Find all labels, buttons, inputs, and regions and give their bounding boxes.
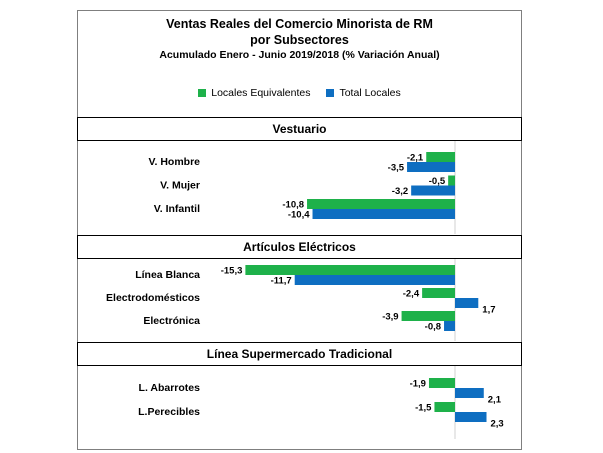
section-title: Línea Supermercado Tradicional xyxy=(207,347,392,361)
data-label: -2,1 xyxy=(407,153,424,164)
data-label: -3,9 xyxy=(382,312,398,323)
bar-locales-equivalentes xyxy=(434,402,455,412)
legend-item-total-locales: Total Locales xyxy=(326,87,401,99)
category-label: V. Hombre xyxy=(148,156,200,168)
bar-locales-equivalentes xyxy=(426,152,455,162)
legend-label: Total Locales xyxy=(339,87,401,99)
bar-total-locales xyxy=(455,388,484,398)
data-label: -3,2 xyxy=(392,186,408,197)
legend-swatch-green xyxy=(198,89,207,97)
data-label: -3,5 xyxy=(388,163,405,174)
category-label: L.Perecibles xyxy=(138,406,200,418)
bar-total-locales xyxy=(294,275,455,285)
section-header-box xyxy=(77,342,522,366)
chart-period: Acumulado Enero - Junio 2019/2018 (% Var… xyxy=(159,49,440,61)
category-label: V. Mujer xyxy=(160,180,200,192)
section-header-box xyxy=(77,117,522,141)
category-label: L. Abarrotes xyxy=(139,382,201,394)
bar-locales-equivalentes xyxy=(422,288,455,298)
legend-swatch-blue xyxy=(326,89,335,97)
bar-total-locales xyxy=(312,209,455,219)
data-label: -15,3 xyxy=(221,266,243,277)
data-label: -0,8 xyxy=(425,322,441,333)
bar-total-locales xyxy=(455,298,479,308)
bar-total-locales xyxy=(455,412,487,422)
section-title: Artículos Eléctricos xyxy=(243,240,356,254)
legend: Locales Equivalentes Total Locales xyxy=(77,87,522,99)
legend-label: Locales Equivalentes xyxy=(211,87,311,99)
category-label: Electrodomésticos xyxy=(106,292,200,304)
data-label: -10,4 xyxy=(288,210,310,221)
bar-total-locales xyxy=(444,321,455,331)
data-label: -2,4 xyxy=(403,289,420,300)
category-label: Línea Blanca xyxy=(135,269,200,281)
category-label: V. Infantil xyxy=(154,203,200,215)
bar-locales-equivalentes xyxy=(401,311,455,321)
bar-locales-equivalentes xyxy=(307,199,455,209)
data-label: -1,5 xyxy=(415,403,432,414)
data-label: -11,7 xyxy=(271,276,292,287)
category-label: Electrónica xyxy=(143,315,200,327)
data-label: -0,5 xyxy=(429,176,446,187)
bar-locales-equivalentes xyxy=(245,265,455,275)
bar-locales-equivalentes xyxy=(448,175,455,186)
data-label: 2,3 xyxy=(491,419,504,430)
bar-total-locales xyxy=(411,185,455,196)
bar-locales-equivalentes xyxy=(428,378,455,388)
chart-title: Ventas Reales del Comercio Minorista de … xyxy=(166,17,433,31)
chart-frame xyxy=(77,10,522,450)
data-label: -10,8 xyxy=(282,200,304,211)
data-label: 2,1 xyxy=(488,395,502,406)
legend-item-locales-equivalentes: Locales Equivalentes xyxy=(198,87,310,99)
data-label: -1,9 xyxy=(410,379,426,390)
chart-subtitle: por Subsectores xyxy=(250,33,349,47)
section-title: Vestuario xyxy=(272,122,326,136)
data-label: 1,7 xyxy=(482,305,495,316)
bar-total-locales xyxy=(407,162,455,172)
section-header-box xyxy=(77,235,522,259)
